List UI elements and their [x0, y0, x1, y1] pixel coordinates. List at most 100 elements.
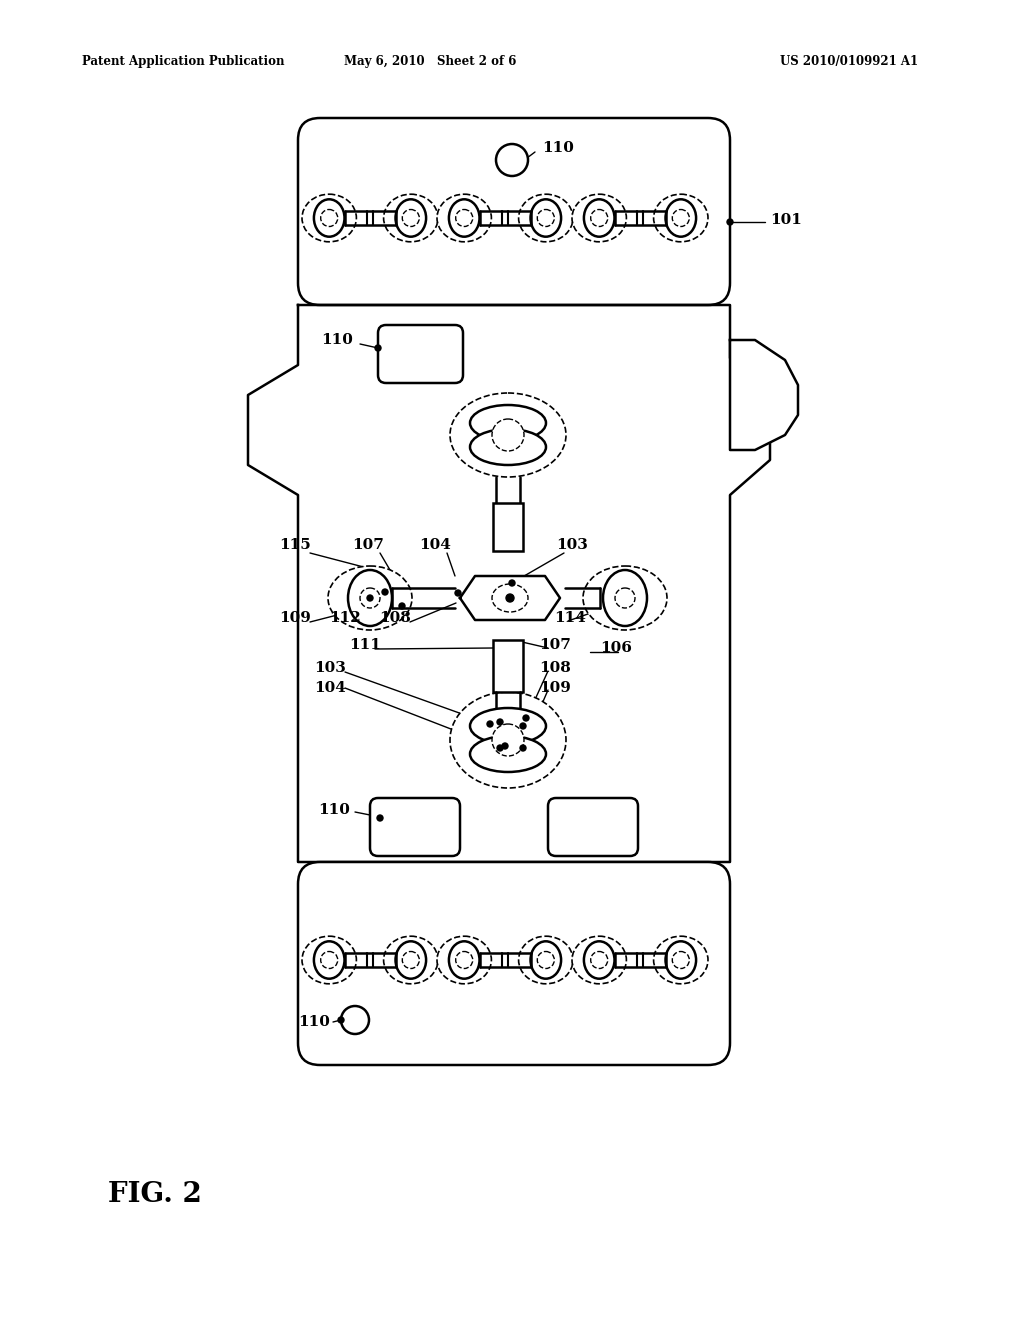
- Ellipse shape: [341, 1006, 369, 1034]
- Text: 106: 106: [600, 642, 632, 655]
- Text: 115: 115: [280, 539, 311, 552]
- Ellipse shape: [666, 941, 696, 978]
- Polygon shape: [460, 576, 560, 620]
- Text: 107: 107: [539, 638, 571, 652]
- Text: US 2010/0109921 A1: US 2010/0109921 A1: [780, 55, 919, 69]
- Circle shape: [520, 744, 526, 751]
- Circle shape: [727, 219, 733, 224]
- Circle shape: [399, 603, 406, 609]
- Ellipse shape: [591, 952, 607, 969]
- Text: 112: 112: [329, 611, 360, 624]
- FancyBboxPatch shape: [370, 799, 460, 855]
- Text: 103: 103: [314, 661, 346, 675]
- Ellipse shape: [673, 952, 689, 969]
- Ellipse shape: [321, 952, 338, 969]
- Circle shape: [455, 590, 461, 597]
- Bar: [493, 640, 523, 692]
- Ellipse shape: [615, 587, 635, 609]
- Circle shape: [520, 723, 526, 729]
- Ellipse shape: [470, 429, 546, 465]
- Text: 114: 114: [554, 611, 586, 624]
- Ellipse shape: [492, 583, 528, 612]
- Polygon shape: [730, 341, 798, 450]
- Circle shape: [338, 1016, 344, 1023]
- Text: 101: 101: [770, 213, 802, 227]
- Circle shape: [497, 719, 503, 725]
- Ellipse shape: [518, 936, 573, 983]
- Ellipse shape: [328, 566, 412, 630]
- Ellipse shape: [449, 199, 479, 236]
- Text: Patent Application Publication: Patent Application Publication: [82, 55, 285, 69]
- Text: 108: 108: [539, 661, 571, 675]
- Ellipse shape: [402, 952, 419, 969]
- Ellipse shape: [492, 418, 524, 451]
- Ellipse shape: [496, 144, 528, 176]
- Circle shape: [502, 743, 508, 748]
- Ellipse shape: [666, 199, 696, 236]
- Ellipse shape: [653, 194, 708, 242]
- Ellipse shape: [395, 941, 426, 978]
- Text: 109: 109: [280, 611, 311, 624]
- Circle shape: [375, 345, 381, 351]
- FancyBboxPatch shape: [378, 325, 463, 383]
- Ellipse shape: [302, 936, 356, 983]
- Circle shape: [377, 814, 383, 821]
- Ellipse shape: [321, 210, 338, 227]
- Ellipse shape: [584, 941, 614, 978]
- Ellipse shape: [530, 941, 561, 978]
- Ellipse shape: [572, 936, 627, 983]
- FancyBboxPatch shape: [548, 799, 638, 855]
- Ellipse shape: [437, 194, 492, 242]
- Text: 110: 110: [542, 141, 573, 154]
- Ellipse shape: [395, 199, 426, 236]
- Ellipse shape: [402, 210, 419, 227]
- Text: 104: 104: [314, 681, 346, 696]
- Circle shape: [497, 744, 503, 751]
- Ellipse shape: [456, 952, 473, 969]
- Ellipse shape: [384, 936, 438, 983]
- Circle shape: [367, 595, 373, 601]
- Circle shape: [509, 579, 515, 586]
- Ellipse shape: [456, 210, 473, 227]
- Text: May 6, 2010   Sheet 2 of 6: May 6, 2010 Sheet 2 of 6: [344, 55, 516, 69]
- Circle shape: [382, 589, 388, 595]
- Text: 104: 104: [419, 539, 451, 552]
- Ellipse shape: [449, 941, 479, 978]
- Ellipse shape: [470, 405, 546, 441]
- Text: 110: 110: [298, 1015, 330, 1030]
- FancyBboxPatch shape: [298, 862, 730, 1065]
- Ellipse shape: [673, 210, 689, 227]
- Text: FIG. 2: FIG. 2: [108, 1181, 202, 1209]
- Text: 110: 110: [322, 333, 353, 347]
- Bar: [493, 503, 523, 550]
- Ellipse shape: [518, 194, 573, 242]
- Ellipse shape: [538, 210, 554, 227]
- Ellipse shape: [583, 566, 667, 630]
- Text: 109: 109: [539, 681, 571, 696]
- Ellipse shape: [538, 952, 554, 969]
- Ellipse shape: [470, 737, 546, 772]
- Text: 108: 108: [379, 611, 411, 624]
- Ellipse shape: [314, 199, 344, 236]
- Ellipse shape: [530, 199, 561, 236]
- Ellipse shape: [603, 570, 647, 626]
- Ellipse shape: [450, 393, 566, 477]
- Ellipse shape: [591, 210, 607, 227]
- Polygon shape: [248, 305, 770, 862]
- Circle shape: [487, 721, 493, 727]
- FancyBboxPatch shape: [298, 117, 730, 305]
- Text: 111: 111: [349, 638, 381, 652]
- Ellipse shape: [348, 570, 392, 626]
- Text: 107: 107: [352, 539, 384, 552]
- Ellipse shape: [653, 936, 708, 983]
- Ellipse shape: [584, 199, 614, 236]
- Text: 110: 110: [318, 803, 350, 817]
- Ellipse shape: [470, 708, 546, 744]
- Ellipse shape: [572, 194, 627, 242]
- Ellipse shape: [302, 194, 356, 242]
- Ellipse shape: [450, 692, 566, 788]
- Ellipse shape: [384, 194, 438, 242]
- Circle shape: [523, 715, 529, 721]
- Ellipse shape: [360, 587, 380, 609]
- Ellipse shape: [314, 941, 344, 978]
